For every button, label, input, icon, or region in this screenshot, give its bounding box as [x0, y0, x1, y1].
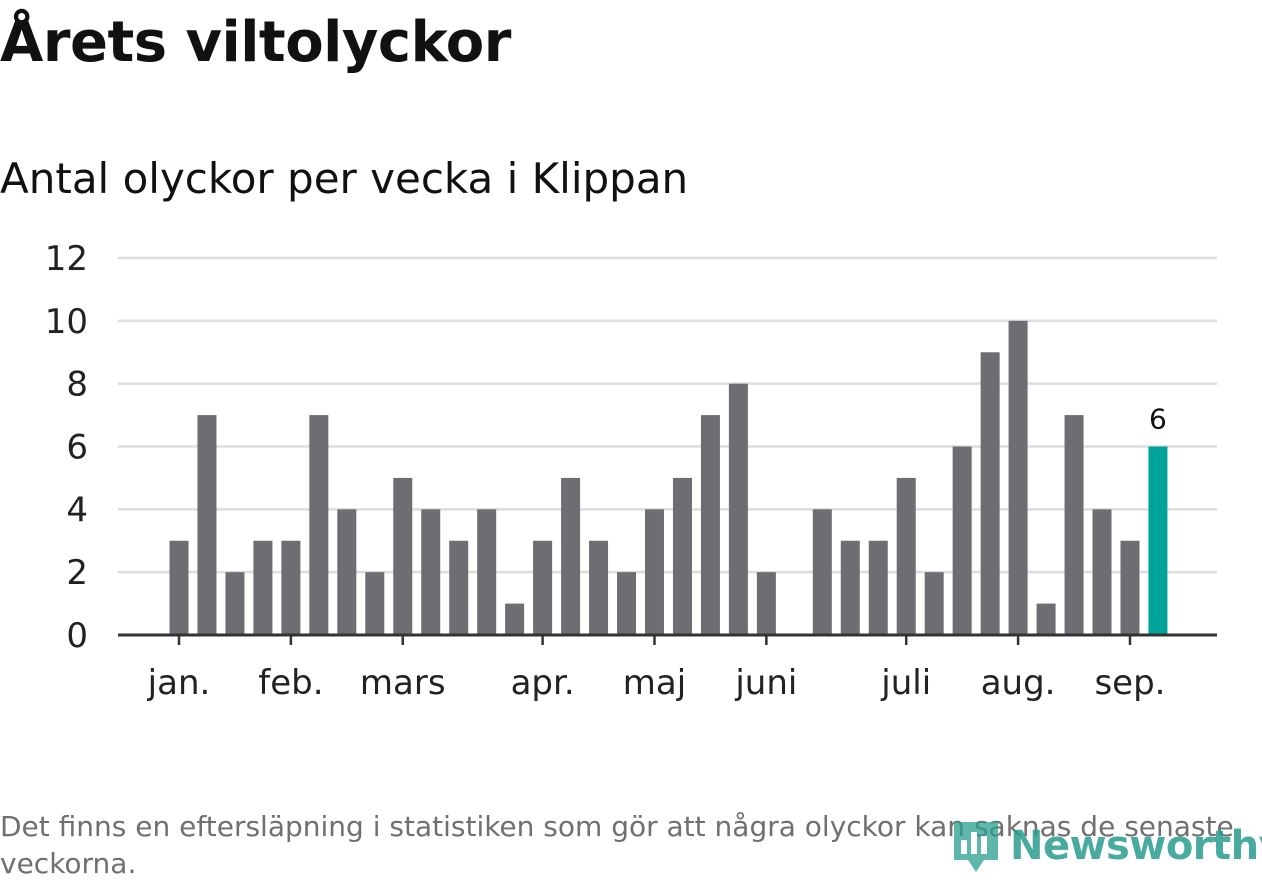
bar-chart: 0 2 4 6 8 10 12 jan. feb. mars apr. maj juni juli aug… [45, 239, 1217, 703]
bar [924, 572, 944, 635]
bar [253, 540, 273, 635]
bar-chart-logo-icon [954, 822, 998, 872]
bar [365, 572, 385, 635]
x-axis-ticks: jan. feb. mars apr. maj juni juli aug. sep. [147, 635, 1165, 703]
x-tick-label: apr. [511, 663, 575, 703]
x-tick-label: juni [734, 663, 797, 703]
bar [868, 540, 888, 635]
bars [169, 320, 1168, 635]
bar [225, 572, 245, 635]
bar [840, 540, 860, 635]
bar [281, 540, 301, 635]
bar [561, 477, 581, 635]
y-tick-label: 4 [66, 490, 88, 530]
x-tick-label: maj [623, 663, 686, 703]
bar [589, 540, 609, 635]
bar [980, 352, 1000, 635]
y-tick-label: 8 [66, 365, 88, 405]
bar [197, 415, 217, 635]
bar [812, 509, 832, 635]
newsworthy-logo: Newsworthy [950, 816, 1262, 876]
data-labels: 6 [1149, 403, 1167, 436]
x-tick-label: aug. [981, 663, 1056, 703]
y-axis-ticks: 0 2 4 6 8 10 12 [45, 239, 88, 656]
gridlines [118, 256, 1217, 574]
x-tick-label: mars [360, 663, 446, 703]
bar [1120, 540, 1140, 635]
y-tick-label: 10 [45, 302, 88, 342]
x-tick-label: jan. [147, 663, 211, 703]
bar [672, 477, 692, 635]
bar [533, 540, 553, 635]
bar [644, 509, 664, 635]
footnote: Det finns en eftersläpning i statistiken… [0, 810, 1234, 880]
bar [477, 509, 497, 635]
y-tick-label: 6 [66, 428, 88, 468]
x-tick-label: juli [880, 663, 931, 703]
bar [1008, 320, 1028, 635]
bar [421, 509, 441, 635]
x-tick-label: sep. [1094, 663, 1165, 703]
bar [309, 415, 329, 635]
chart-title: Årets viltolyckor [0, 10, 511, 75]
bar [505, 603, 525, 635]
bar [896, 477, 916, 635]
bar [1064, 415, 1084, 635]
bar-highlight [1148, 446, 1168, 635]
bar [1036, 603, 1056, 635]
chart-subtitle: Antal olyckor per vecka i Klippan [0, 154, 689, 203]
bar [728, 383, 748, 635]
y-tick-label: 12 [45, 239, 88, 279]
bar [617, 572, 637, 635]
bar [169, 540, 189, 635]
bar [1092, 509, 1112, 635]
brand-name: Newsworthy [1010, 823, 1262, 869]
bar [700, 415, 720, 635]
y-tick-label: 0 [66, 616, 88, 656]
bar [952, 446, 972, 635]
bar [337, 509, 357, 635]
bar [393, 477, 413, 635]
y-tick-label: 2 [66, 553, 88, 593]
x-tick-label: feb. [258, 663, 323, 703]
bar [449, 540, 469, 635]
bar [756, 572, 776, 635]
data-label: 6 [1149, 403, 1167, 436]
